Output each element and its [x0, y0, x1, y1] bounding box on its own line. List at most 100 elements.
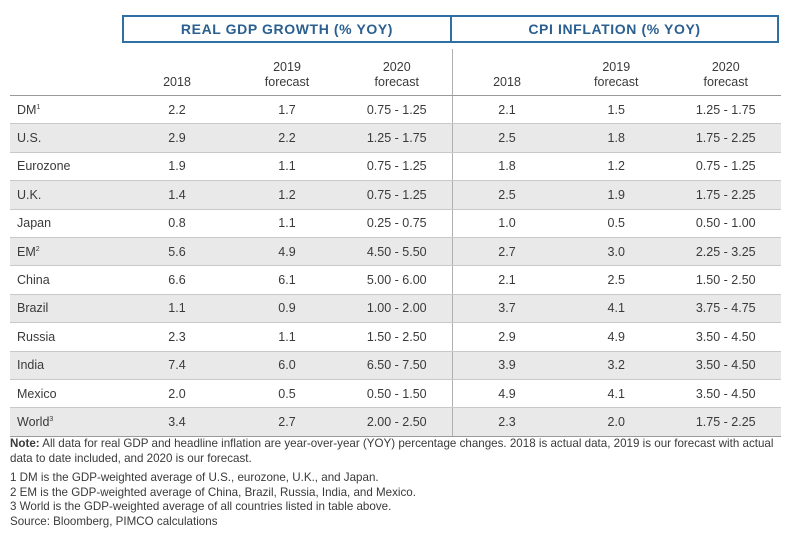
table-row: World3 3.4 2.7 2.00 - 2.50 2.3 2.0 1.75 - 2.25 — [10, 407, 781, 437]
table-cell: 1.8 — [561, 123, 671, 153]
table-cell: 0.75 - 1.25 — [671, 152, 781, 182]
table-row: Japan 0.8 1.1 0.25 - 0.75 1.0 0.5 0.50 - 1.00 — [10, 209, 781, 238]
table-row: Russia 2.3 1.1 1.50 - 2.50 2.9 4.9 3.50 - 4.50 — [10, 322, 781, 352]
table-cell: 1.1 — [122, 294, 232, 324]
table-cell: 4.9 — [561, 322, 671, 352]
table-cell: 2.1 — [451, 95, 562, 125]
notes-section: Note: All data for real GDP and headline… — [10, 437, 782, 530]
table-cell: 2.3 — [451, 407, 562, 437]
column-header: 2018 — [122, 49, 232, 96]
footnote-marker: 3 — [49, 415, 54, 423]
table-cell: 2.2 — [122, 95, 232, 125]
table-cell: 1.5 — [561, 95, 671, 125]
table-cell: 4.50 - 5.50 — [342, 237, 452, 267]
table-cell: 5.6 — [122, 237, 232, 267]
table-cell: 2.5 — [451, 123, 562, 153]
table-cell: 0.25 - 0.75 — [342, 209, 452, 238]
table-row: U.S. 2.9 2.2 1.25 - 1.75 2.5 1.8 1.75 - 2.25 — [10, 123, 781, 153]
table-cell: 4.1 — [561, 379, 671, 409]
source-line: Source: Bloomberg, PIMCO calculations — [10, 514, 218, 528]
table-cell: 3.50 - 4.50 — [671, 379, 781, 409]
table-cell: 3.9 — [451, 351, 562, 380]
table-cell: 3.50 - 4.50 — [671, 351, 781, 380]
table-row: EM2 5.6 4.9 4.50 - 5.50 2.7 3.0 2.25 - 3.25 — [10, 237, 781, 267]
table-cell: 6.50 - 7.50 — [342, 351, 452, 380]
table-cell: 2.0 — [122, 379, 232, 409]
table-cell: 0.50 - 1.00 — [671, 209, 781, 238]
stub-header — [10, 49, 122, 96]
table-cell: 1.2 — [561, 152, 671, 182]
table-cell: 1.7 — [232, 95, 342, 125]
table-cell: 0.8 — [122, 209, 232, 238]
table-cell: 1.00 - 2.00 — [342, 294, 452, 324]
table-row: Brazil 1.1 0.9 1.00 - 2.00 3.7 4.1 3.75 - 4.75 — [10, 294, 781, 324]
table-cell: 4.1 — [561, 294, 671, 324]
footnote: 2 EM is the GDP-weighted average of Chin… — [10, 485, 416, 499]
table-row: Eurozone 1.9 1.1 0.75 - 1.25 1.8 1.2 0.75 - 1.… — [10, 152, 781, 182]
table-cell: 1.75 - 2.25 — [671, 407, 781, 437]
table-row: China 6.6 6.1 5.00 - 6.00 2.1 2.5 1.50 - 2.50 — [10, 265, 781, 295]
footnote-marker: 2 — [35, 245, 40, 253]
column-header-row: 2018 2019 forecast 2020 forecast 2018 2019… — [10, 49, 781, 96]
table-cell: 2.2 — [232, 123, 342, 153]
table-cell: 4.9 — [232, 237, 342, 267]
table-cell: 1.1 — [232, 152, 342, 182]
table-cell: 2.25 - 3.25 — [671, 237, 781, 267]
table-cell: 7.4 — [122, 351, 232, 380]
table-cell: 2.3 — [122, 322, 232, 352]
table-cell: 3.0 — [561, 237, 671, 267]
table-cell: 0.75 - 1.25 — [342, 180, 452, 210]
row-label: India — [10, 351, 122, 380]
table-cell: 2.7 — [232, 407, 342, 437]
footnote: 3 World is the GDP-weighted average of a… — [10, 500, 392, 514]
table-cell: 1.75 - 2.25 — [671, 180, 781, 210]
table-cell: 1.9 — [561, 180, 671, 210]
table-cell: 2.0 — [561, 407, 671, 437]
row-label: Japan — [10, 209, 122, 238]
cpi-group-header: CPI INFLATION (% YOY) — [450, 15, 779, 43]
table-cell: 6.0 — [232, 351, 342, 380]
table-cell: 4.9 — [451, 379, 562, 409]
table-cell: 2.1 — [451, 265, 562, 295]
footnote-marker: 1 — [36, 103, 41, 111]
table-cell: 2.9 — [122, 123, 232, 153]
table-cell: 1.4 — [122, 180, 232, 210]
table-cell: 3.4 — [122, 407, 232, 437]
row-label: DM1 — [10, 95, 122, 125]
row-label: Eurozone — [10, 152, 122, 182]
table-row: India 7.4 6.0 6.50 - 7.50 3.9 3.2 3.50 - 4.50 — [10, 351, 781, 380]
footnote: 1 DM is the GDP-weighted average of U.S.… — [10, 471, 379, 485]
table-cell: 6.6 — [122, 265, 232, 295]
table-cell: 1.2 — [232, 180, 342, 210]
table-cell: 2.7 — [451, 237, 562, 267]
table-cell: 0.9 — [232, 294, 342, 324]
note-lead: Note: — [10, 437, 40, 450]
table-cell: 1.9 — [122, 152, 232, 182]
table-row: DM1 2.2 1.7 0.75 - 1.25 2.1 1.5 1.25 - 1.75 — [10, 95, 781, 125]
table-row: Mexico 2.0 0.5 0.50 - 1.50 4.9 4.1 3.50 - 4.50 — [10, 379, 781, 409]
table-cell: 1.25 - 1.75 — [342, 123, 452, 153]
note-text: All data for real GDP and headline infla… — [10, 437, 774, 465]
column-header: 2020 forecast — [671, 49, 781, 96]
row-label: Russia — [10, 322, 122, 352]
table-cell: 2.00 - 2.50 — [342, 407, 452, 437]
column-header: 2020 forecast — [342, 49, 452, 96]
table-cell: 1.75 - 2.25 — [671, 123, 781, 153]
table-cell: 1.25 - 1.75 — [671, 95, 781, 125]
column-header: 2018 — [451, 49, 562, 96]
row-label: Brazil — [10, 294, 122, 324]
table-cell: 1.0 — [451, 209, 562, 238]
table-cell: 0.5 — [232, 379, 342, 409]
row-label: U.K. — [10, 180, 122, 210]
table-cell: 3.7 — [451, 294, 562, 324]
table-cell: 1.1 — [232, 209, 342, 238]
table-cell: 3.75 - 4.75 — [671, 294, 781, 324]
table-cell: 0.75 - 1.25 — [342, 95, 452, 125]
table-cell: 2.9 — [451, 322, 562, 352]
table-cell: 0.5 — [561, 209, 671, 238]
column-header: 2019 forecast — [561, 49, 671, 96]
table-cell: 2.5 — [561, 265, 671, 295]
table-cell: 3.2 — [561, 351, 671, 380]
table-cell: 1.50 - 2.50 — [342, 322, 452, 352]
